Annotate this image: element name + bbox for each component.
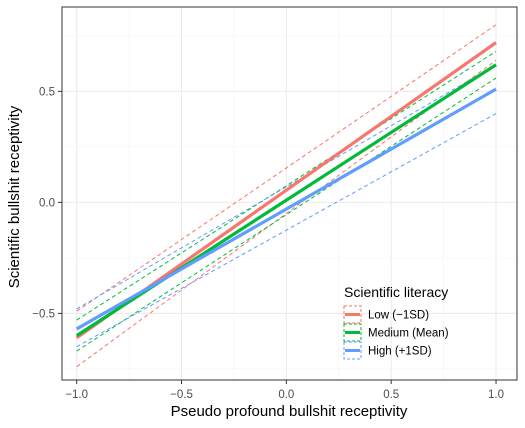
- x-tick-label: 1.0: [488, 389, 504, 401]
- plot-panel-border: [61, 6, 518, 381]
- y-tick-label: 0.0: [39, 197, 55, 209]
- series-2-ci-lower-line: [76, 113, 497, 348]
- series-0-ci-upper-line: [76, 24, 497, 312]
- series-2-ci-upper-line: [76, 64, 497, 310]
- series-2-fit-line: [75, 87, 497, 331]
- x-tick-label: −1.0: [65, 389, 88, 401]
- x-tick-label: 0.0: [278, 389, 294, 401]
- legend-key: [343, 323, 362, 342]
- legend-title: Scientific literacy: [344, 284, 448, 300]
- y-tick-label: −0.5: [32, 308, 55, 320]
- grid-minor: [62, 7, 517, 380]
- legend-key: [343, 341, 362, 360]
- x-axis-ticks: −1.0 −0.5 0.0 0.5 1.0: [65, 380, 504, 401]
- x-tick-label: 0.5: [383, 389, 399, 401]
- series-0-ci-lower-line: [76, 59, 497, 368]
- grid-major: [62, 7, 517, 380]
- series-lines: [75, 41, 497, 340]
- legend-label: High (+1SD): [368, 346, 432, 358]
- y-tick-label: 0.5: [39, 86, 55, 98]
- legend-label: Low (−1SD): [368, 310, 429, 322]
- legend-key: [343, 305, 362, 324]
- legend: Scientific literacy Low (−1SD) Medium (Me…: [343, 284, 449, 360]
- confidence-bands: [76, 24, 497, 368]
- series-1-ci-upper-line: [76, 50, 497, 321]
- y-axis-title: Scientific bullshit receptivity: [6, 105, 23, 288]
- x-tick-label: −0.5: [170, 389, 193, 401]
- legend-label: Medium (Mean): [368, 328, 449, 340]
- x-axis-title: Pseudo profound bullshit receptivity: [171, 403, 408, 420]
- legend-items: Low (−1SD) Medium (Mean) High (+1SD): [343, 305, 449, 360]
- y-axis-ticks: −0.5 0.0 0.5: [32, 86, 62, 320]
